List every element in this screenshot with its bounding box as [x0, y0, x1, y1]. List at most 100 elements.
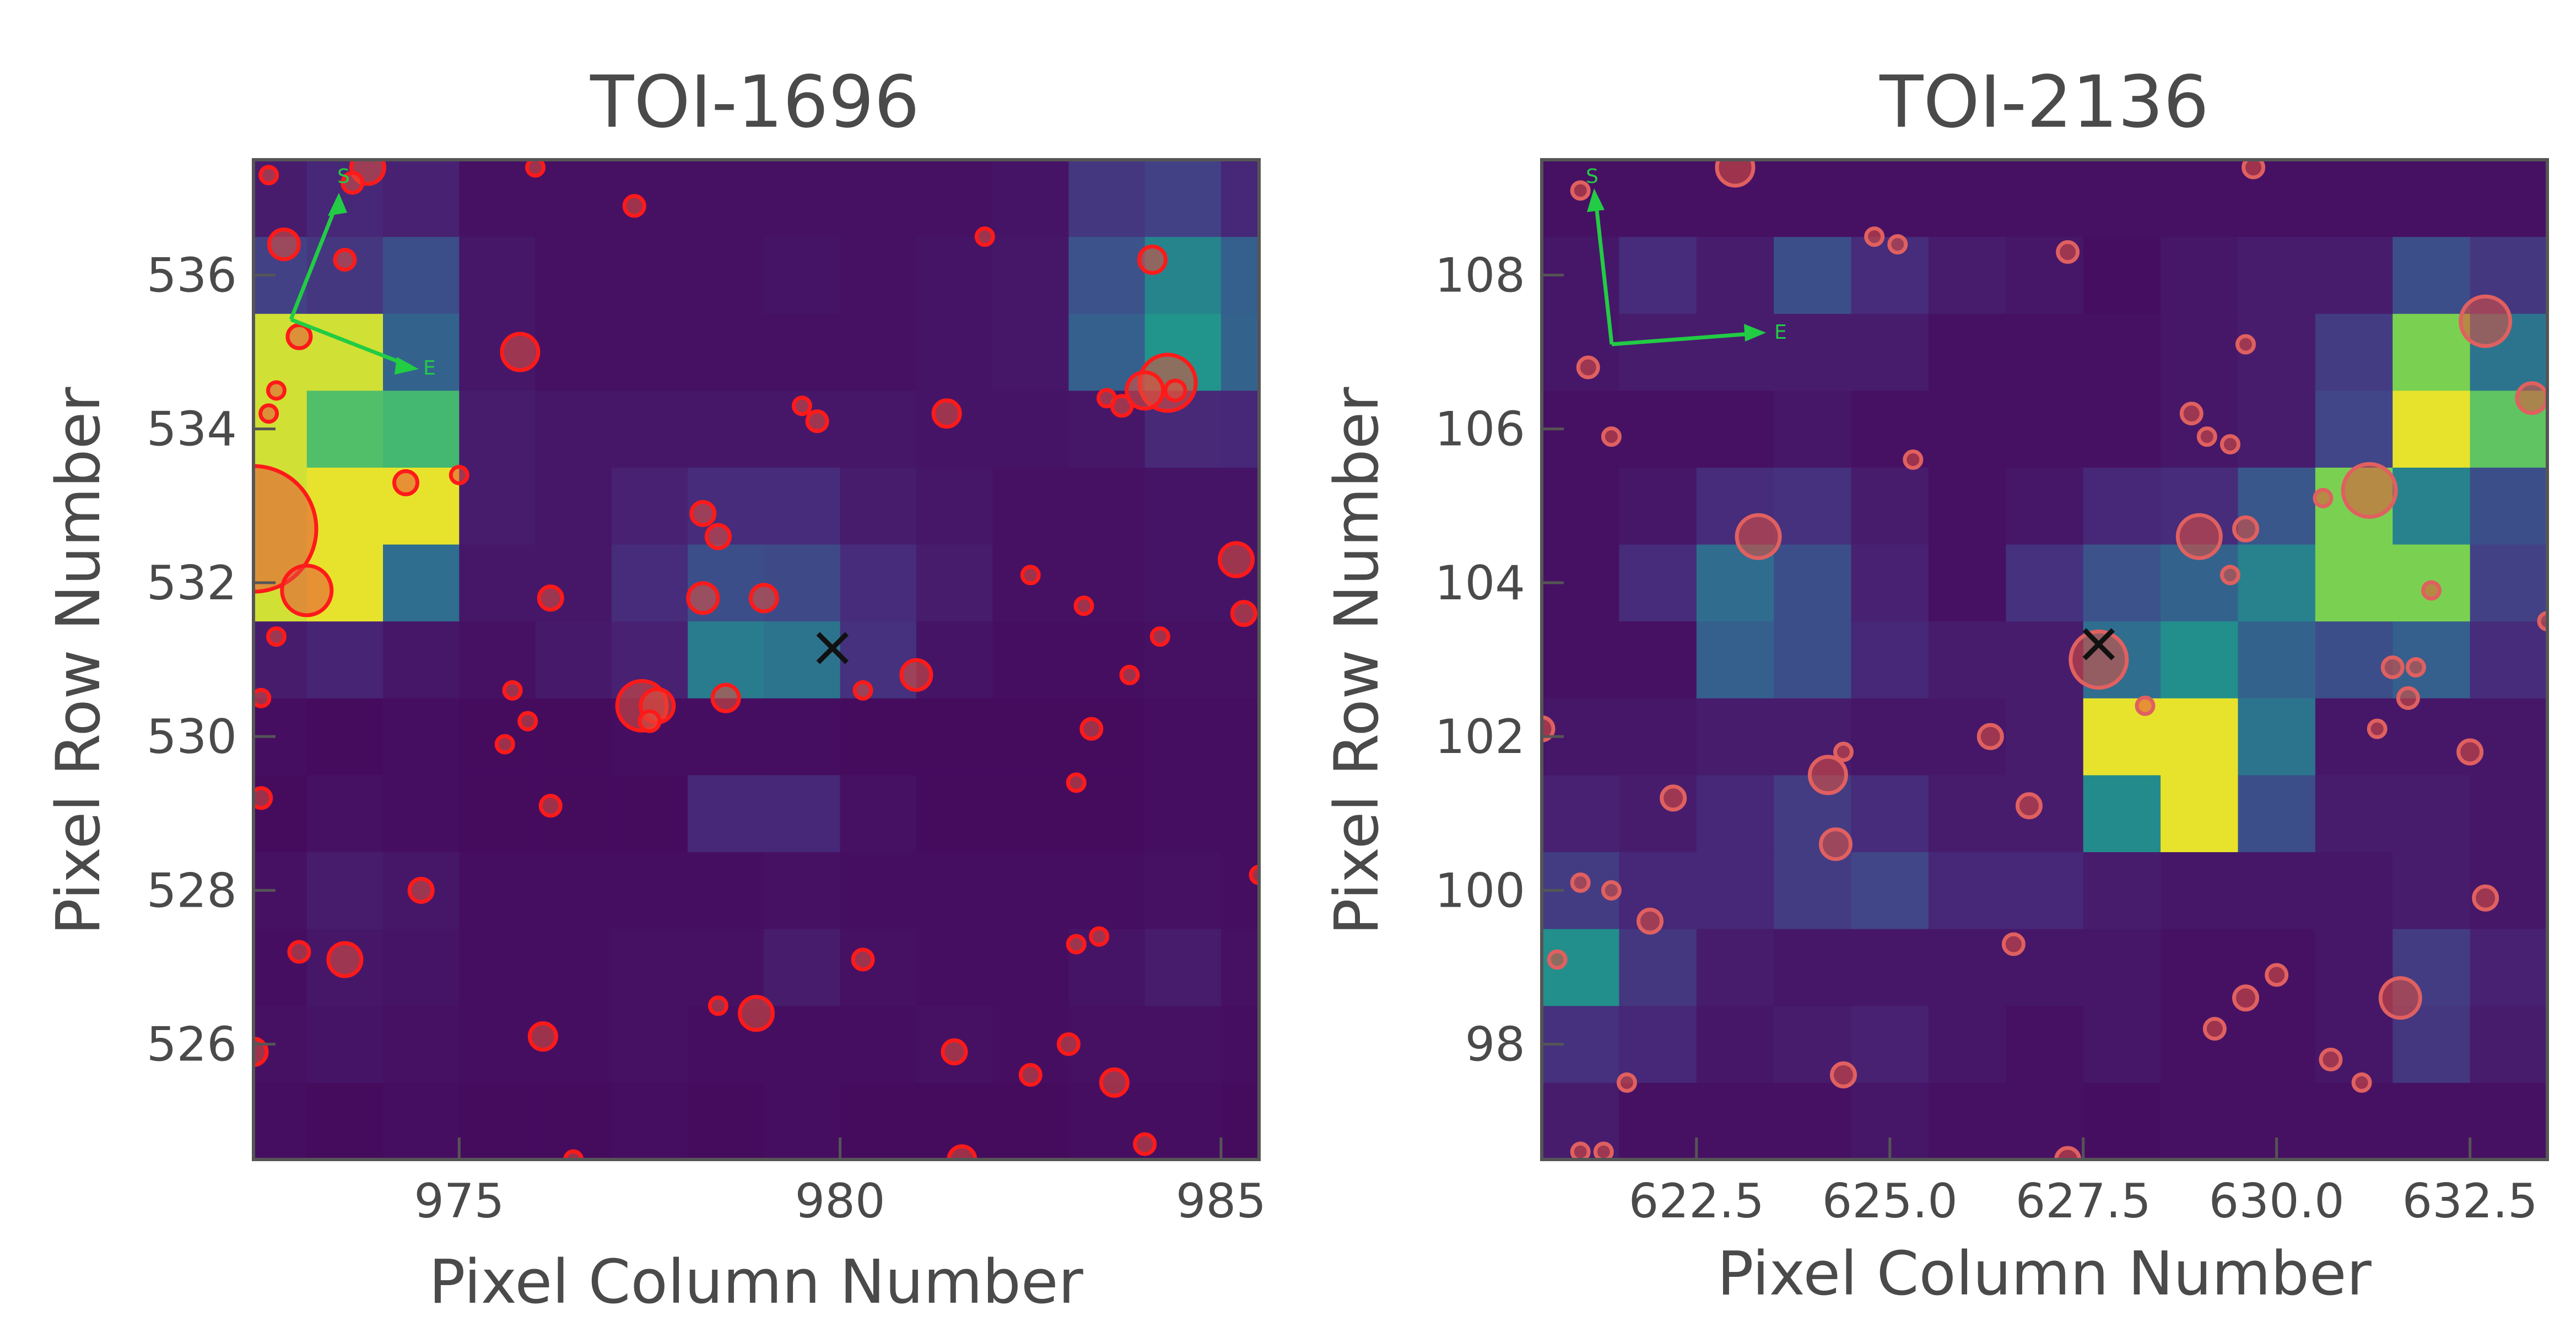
star-marker — [1056, 1032, 1081, 1056]
heatmap-cell — [2315, 544, 2393, 622]
star-marker — [2015, 792, 2043, 820]
star-marker — [1149, 626, 1170, 647]
heatmap-cell — [611, 544, 688, 622]
heatmap-cell — [688, 852, 764, 929]
star-marker — [1249, 864, 1259, 885]
star-marker — [1547, 949, 1568, 970]
star-marker — [2242, 160, 2266, 180]
heatmap-cell — [840, 390, 917, 468]
heatmap-cell — [2006, 774, 2084, 853]
star-marker — [1833, 741, 1854, 762]
compass-north-arrowhead — [1587, 188, 1605, 212]
star-marker — [1570, 872, 1591, 893]
heatmap-cell — [2470, 621, 2548, 698]
y-tick-label: 532 — [147, 556, 237, 611]
star-marker — [1903, 449, 1924, 470]
star-marker — [1079, 717, 1104, 741]
heatmap-cell — [764, 774, 841, 853]
heatmap-cell — [1619, 698, 1697, 776]
star-marker — [502, 680, 523, 701]
heatmap-cell — [306, 621, 384, 698]
heatmap-cell — [2393, 852, 2471, 929]
heatmap-cell — [916, 852, 993, 929]
star-marker — [285, 323, 313, 350]
heatmap-cell — [383, 621, 460, 698]
heatmap-cell — [1774, 467, 1852, 545]
star-marker — [2380, 655, 2405, 679]
heatmap-cell — [1542, 313, 1619, 391]
heatmap-cell — [1696, 621, 1774, 698]
heatmap-cell — [2238, 390, 2316, 468]
heatmap-cell — [2006, 313, 2084, 391]
heatmap-cell — [1068, 852, 1146, 929]
heatmap-cell — [1221, 1082, 1260, 1160]
heatmap-cell — [688, 1082, 764, 1160]
heatmap-cell — [764, 313, 841, 391]
heatmap-cell — [1144, 1082, 1222, 1160]
heatmap-cell — [2161, 390, 2238, 468]
heatmap-cell — [916, 313, 993, 391]
heatmap-cell — [1221, 390, 1260, 468]
compass-east-arrow — [1611, 331, 1758, 346]
compass-north-label: S — [337, 165, 350, 188]
heatmap-cell — [2083, 544, 2161, 622]
star-marker — [1066, 934, 1087, 955]
heatmap-cell — [1144, 852, 1222, 929]
heatmap-cell — [2006, 390, 2084, 468]
star-marker — [1018, 1063, 1043, 1087]
star-marker — [1593, 1141, 1614, 1160]
heatmap-cell — [459, 1082, 536, 1160]
heatmap-cell — [1851, 852, 1929, 929]
star-marker — [1637, 907, 1664, 935]
star-marker — [1616, 1072, 1637, 1093]
star-marker — [2378, 976, 2422, 1020]
heatmap-cell — [2393, 1082, 2471, 1160]
heatmap-cell — [1619, 1005, 1697, 1083]
y-tick-label: 98 — [1465, 1017, 1525, 1072]
star-marker — [2179, 402, 2204, 426]
heatmap-cell — [1619, 160, 1697, 237]
heatmap-cell — [2083, 236, 2161, 314]
star-marker — [2196, 426, 2217, 447]
compass-north-label: S — [1586, 165, 1598, 188]
x-axis-label: Pixel Column Number — [429, 1247, 1083, 1317]
heatmap-cell — [611, 160, 688, 237]
heatmap-cell — [611, 774, 688, 853]
heatmap-cell — [764, 621, 841, 698]
heatmap-cell — [383, 774, 460, 853]
star-marker — [1601, 426, 1622, 447]
star-marker — [2313, 487, 2334, 508]
panel-toi-1696: TOI-1696 S E 975 980 985 526 528 530 532 534 53… — [43, 60, 1266, 1317]
star-marker — [852, 680, 873, 701]
star-marker — [1137, 245, 1168, 275]
heatmap-cell — [1696, 1082, 1774, 1160]
star-marker — [326, 941, 364, 978]
heatmap-cell — [2315, 1082, 2393, 1160]
star-marker — [2219, 434, 2240, 455]
heatmap-cell — [611, 236, 688, 314]
heatmap-cell — [459, 390, 536, 468]
heatmap-cell — [1928, 1082, 2006, 1160]
heatmap-cells — [1542, 160, 2548, 1160]
heatmap-cell — [688, 313, 764, 391]
star-marker — [253, 464, 318, 594]
heatmap-cell — [840, 852, 917, 929]
heatmap-cell — [459, 544, 536, 622]
heatmap-cell — [1851, 544, 1929, 622]
plot-frame — [1540, 158, 2549, 1161]
heatmap-cell — [1696, 236, 1774, 314]
heatmap-cell — [840, 929, 917, 1006]
heatmap-cell — [1144, 160, 1222, 237]
plot-frame — [252, 158, 1261, 1161]
heatmap-cell — [1928, 160, 2006, 237]
compass-east-arrowhead — [1744, 324, 1766, 342]
y-tick-label: 534 — [147, 402, 237, 457]
star-marker — [1570, 1141, 1591, 1160]
heatmap-cell — [1774, 1082, 1852, 1160]
heatmap-cell — [992, 774, 1069, 853]
y-axis-ticks: 526 528 530 532 534 536 — [147, 248, 276, 1072]
star-marker — [704, 523, 732, 550]
heatmap-cell — [535, 467, 612, 545]
star-marker — [1218, 541, 1255, 578]
star-marker — [2202, 1017, 2227, 1041]
